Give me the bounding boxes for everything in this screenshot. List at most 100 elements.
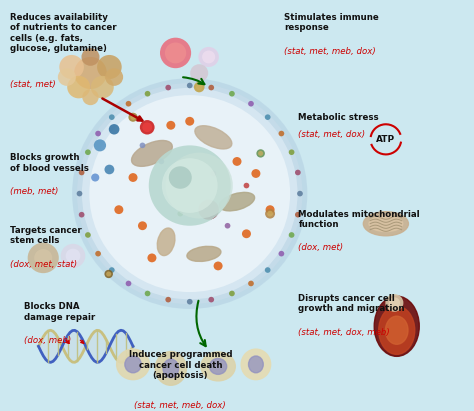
Ellipse shape xyxy=(140,143,146,148)
Ellipse shape xyxy=(209,297,214,302)
Ellipse shape xyxy=(109,114,115,120)
Ellipse shape xyxy=(157,228,175,256)
Ellipse shape xyxy=(248,101,254,106)
Ellipse shape xyxy=(91,173,100,182)
Ellipse shape xyxy=(128,173,137,182)
Ellipse shape xyxy=(104,165,114,174)
Ellipse shape xyxy=(162,158,218,213)
Ellipse shape xyxy=(369,216,403,231)
Text: (dox, meb): (dox, meb) xyxy=(24,336,72,345)
Ellipse shape xyxy=(166,121,175,130)
Text: (stat, met): (stat, met) xyxy=(10,80,56,89)
Ellipse shape xyxy=(289,232,294,238)
Ellipse shape xyxy=(67,76,90,98)
Ellipse shape xyxy=(185,117,194,126)
Ellipse shape xyxy=(140,120,155,134)
Ellipse shape xyxy=(389,297,400,309)
Ellipse shape xyxy=(385,316,408,344)
Ellipse shape xyxy=(210,171,216,176)
Ellipse shape xyxy=(190,64,208,82)
Ellipse shape xyxy=(126,281,131,286)
Text: Disrupts cancer cell
growth and migration: Disrupts cancer cell growth and migratio… xyxy=(299,294,405,314)
Ellipse shape xyxy=(142,122,152,132)
Text: (stat, met, dox): (stat, met, dox) xyxy=(299,130,365,139)
Text: Modulates mitochondrial
function: Modulates mitochondrial function xyxy=(299,210,420,229)
Ellipse shape xyxy=(97,55,122,79)
Ellipse shape xyxy=(251,169,260,178)
Ellipse shape xyxy=(256,149,265,157)
Ellipse shape xyxy=(79,212,84,217)
Ellipse shape xyxy=(202,51,215,63)
Ellipse shape xyxy=(130,115,136,120)
Ellipse shape xyxy=(199,47,219,67)
Ellipse shape xyxy=(82,88,298,299)
Ellipse shape xyxy=(89,95,290,292)
Ellipse shape xyxy=(265,209,275,219)
Ellipse shape xyxy=(225,223,230,229)
Ellipse shape xyxy=(165,297,171,302)
Text: Stimulates immune
response: Stimulates immune response xyxy=(284,13,379,32)
Ellipse shape xyxy=(117,349,149,380)
Ellipse shape xyxy=(209,85,214,90)
Ellipse shape xyxy=(229,291,235,296)
Ellipse shape xyxy=(201,352,235,381)
Text: (stat, met, meb, dox): (stat, met, meb, dox) xyxy=(135,401,226,410)
Ellipse shape xyxy=(242,229,251,238)
Ellipse shape xyxy=(163,359,179,378)
Ellipse shape xyxy=(165,85,171,90)
Ellipse shape xyxy=(267,211,273,217)
Ellipse shape xyxy=(258,151,263,156)
Text: (stat, met, dox, meb): (stat, met, dox, meb) xyxy=(299,328,390,337)
Ellipse shape xyxy=(147,254,156,262)
Ellipse shape xyxy=(165,152,233,219)
Ellipse shape xyxy=(248,281,254,286)
Ellipse shape xyxy=(105,68,123,86)
Ellipse shape xyxy=(85,150,91,155)
Ellipse shape xyxy=(214,261,223,270)
Ellipse shape xyxy=(160,38,191,68)
Ellipse shape xyxy=(82,89,99,105)
Text: (meb, met): (meb, met) xyxy=(10,187,58,196)
Ellipse shape xyxy=(289,150,294,155)
Ellipse shape xyxy=(169,166,192,189)
Ellipse shape xyxy=(199,200,219,220)
Ellipse shape xyxy=(195,126,232,149)
Ellipse shape xyxy=(374,296,419,356)
Ellipse shape xyxy=(295,212,301,217)
Ellipse shape xyxy=(187,299,192,305)
Ellipse shape xyxy=(279,251,284,256)
Ellipse shape xyxy=(248,356,263,373)
Ellipse shape xyxy=(85,232,91,238)
Ellipse shape xyxy=(210,358,227,374)
Ellipse shape xyxy=(58,68,76,86)
Ellipse shape xyxy=(297,191,303,196)
Ellipse shape xyxy=(77,83,302,304)
Ellipse shape xyxy=(196,84,202,90)
Ellipse shape xyxy=(95,251,101,256)
Ellipse shape xyxy=(279,131,284,136)
Ellipse shape xyxy=(241,349,271,380)
Ellipse shape xyxy=(265,267,271,273)
Ellipse shape xyxy=(104,270,113,278)
Ellipse shape xyxy=(194,82,204,92)
Ellipse shape xyxy=(106,271,111,277)
Text: Blocks growth
of blood vessels: Blocks growth of blood vessels xyxy=(10,153,89,173)
Ellipse shape xyxy=(65,249,81,263)
Ellipse shape xyxy=(109,267,115,273)
Text: Reduces availability
of nutrients to cancer
cells (e.g. fats,
glucose, glutamine: Reduces availability of nutrients to can… xyxy=(10,13,117,53)
Ellipse shape xyxy=(94,139,106,151)
Ellipse shape xyxy=(34,249,52,267)
Ellipse shape xyxy=(95,131,101,136)
Ellipse shape xyxy=(132,141,173,166)
Ellipse shape xyxy=(145,91,150,97)
Text: Induces programmed
cancer cell death
(apoptosis): Induces programmed cancer cell death (ap… xyxy=(128,350,232,380)
Ellipse shape xyxy=(59,55,84,79)
Ellipse shape xyxy=(265,114,271,120)
Ellipse shape xyxy=(61,244,85,268)
Ellipse shape xyxy=(219,192,255,211)
Ellipse shape xyxy=(385,294,403,312)
Ellipse shape xyxy=(229,91,235,97)
Ellipse shape xyxy=(128,113,137,122)
Ellipse shape xyxy=(165,42,186,63)
Ellipse shape xyxy=(114,205,123,214)
